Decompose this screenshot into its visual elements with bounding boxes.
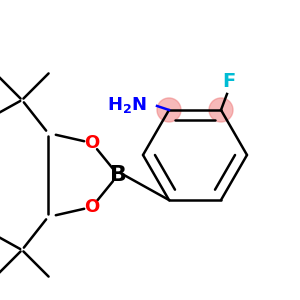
Text: B: B: [110, 165, 127, 185]
Text: $\mathregular{H_2N}$: $\mathregular{H_2N}$: [107, 95, 147, 115]
Text: O: O: [84, 134, 100, 152]
Circle shape: [209, 98, 233, 122]
Circle shape: [157, 98, 181, 122]
Text: F: F: [222, 73, 236, 92]
Text: O: O: [84, 198, 100, 216]
